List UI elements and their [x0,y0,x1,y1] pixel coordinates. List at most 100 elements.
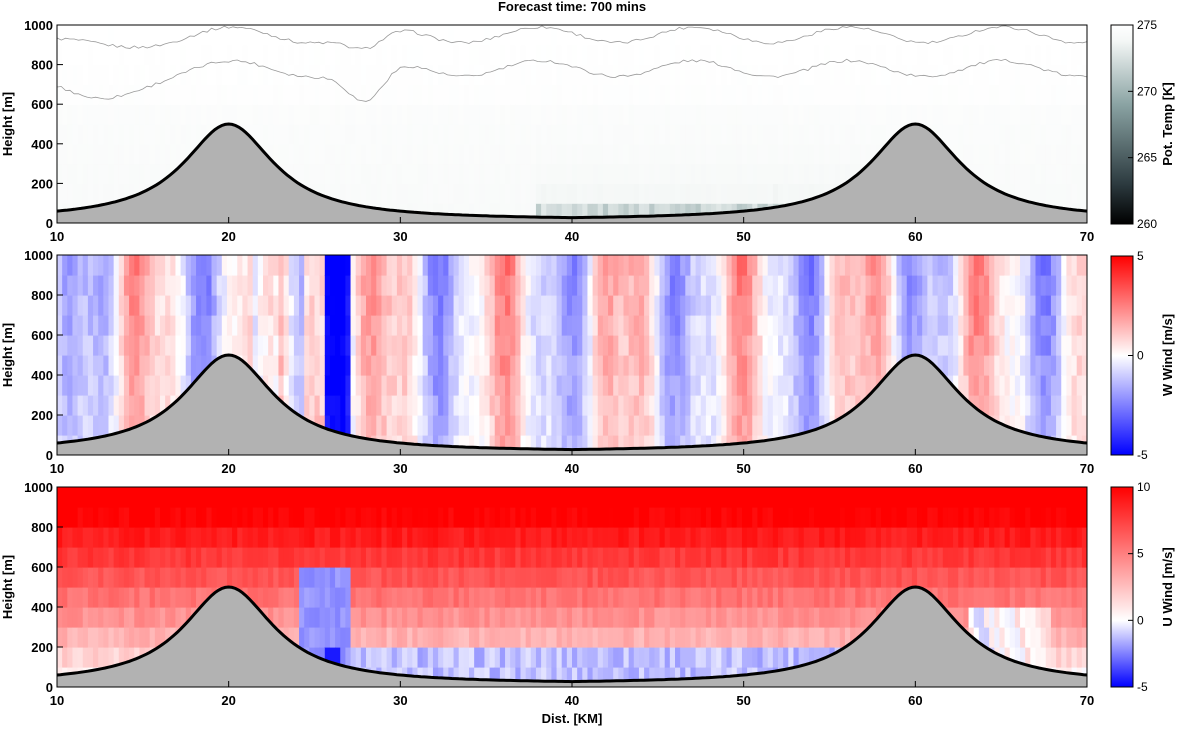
field-cell [154,25,161,46]
field-cell [855,84,861,105]
field-cell [582,355,589,376]
field-cell [613,203,619,223]
field-cell [762,84,769,105]
field-cell [165,64,171,85]
field-cell [953,104,959,125]
field-cell [767,44,774,66]
field-cell [690,25,697,46]
field-cell [108,315,115,336]
field-cell [572,25,578,46]
field-cell [123,295,130,316]
field-cell [798,255,805,276]
field-cell [896,315,903,336]
field-cell [597,395,604,416]
field-cell [561,84,568,105]
field-cell [623,375,630,396]
field-cell [726,84,733,105]
field-cell [134,124,140,145]
field-cell [453,375,460,396]
field-cell [139,487,146,508]
field-cell [1025,64,1031,85]
field-cell [355,547,362,568]
field-cell [839,163,846,184]
field-cell [1030,255,1037,276]
field-cell [711,44,717,66]
field-cell [726,183,733,204]
field-cell [602,84,609,105]
field-cell [1020,415,1026,436]
field-cell [335,124,341,145]
field-cell [67,255,74,276]
field-cell [669,203,676,223]
field-cell [803,415,810,436]
field-cell [700,183,707,204]
field-cell [335,355,341,376]
field-cell [494,415,501,436]
field-cell [412,64,419,85]
field-cell [1061,375,1067,396]
field-cell [901,104,908,125]
field-cell [175,295,182,316]
field-cell [551,395,558,416]
field-cell [572,375,578,396]
field-cell [108,143,115,165]
field-cell [1020,64,1026,85]
field-cell [741,335,748,356]
field-cell [546,183,552,204]
field-cell [726,375,733,396]
field-cell [412,335,419,356]
field-cell [515,275,522,296]
field-cell [458,335,465,356]
field-cell [190,295,197,316]
field-cell [1081,415,1087,436]
field-cell [283,547,290,568]
field-cell [87,647,94,668]
field-cell [798,355,805,376]
field-cell [319,567,326,588]
field-cell [273,255,280,276]
field-cell [525,335,532,356]
field-cell [324,527,331,548]
field-cell [695,295,702,316]
field-cell [257,587,264,608]
field-cell [602,255,609,276]
field-cell [87,395,94,416]
field-cell [93,567,99,588]
field-cell [479,415,486,436]
field-cell [345,275,352,296]
field-cell [288,507,295,528]
field-cell [432,295,439,316]
field-cell [319,547,326,568]
field-cell [319,124,326,145]
field-cell [685,143,692,165]
field-cell [57,84,63,105]
field-cell [628,183,635,204]
field-cell [881,355,887,376]
field-cell [783,415,789,436]
field-cell [448,335,455,356]
field-cell [891,355,898,376]
field-cell [587,355,594,376]
field-cell [345,627,352,648]
field-cell [247,295,254,316]
field-cell [427,395,434,416]
field-cell [396,25,403,46]
field-cell [170,143,177,165]
field-cell [1035,355,1042,376]
pot-temp-colorbar [1110,24,1134,225]
field-cell [705,415,712,436]
field-cell [304,255,310,276]
field-cell [324,255,331,276]
field-cell [448,275,455,296]
field-cell [844,255,851,276]
field-cell [633,435,640,455]
field-cell [546,415,552,436]
field-cell [252,355,259,376]
field-cell [77,647,84,668]
field-cell [690,395,697,416]
field-cell [824,335,831,356]
field-cell [1030,143,1037,165]
field-cell [360,163,367,184]
field-cell [597,275,604,296]
